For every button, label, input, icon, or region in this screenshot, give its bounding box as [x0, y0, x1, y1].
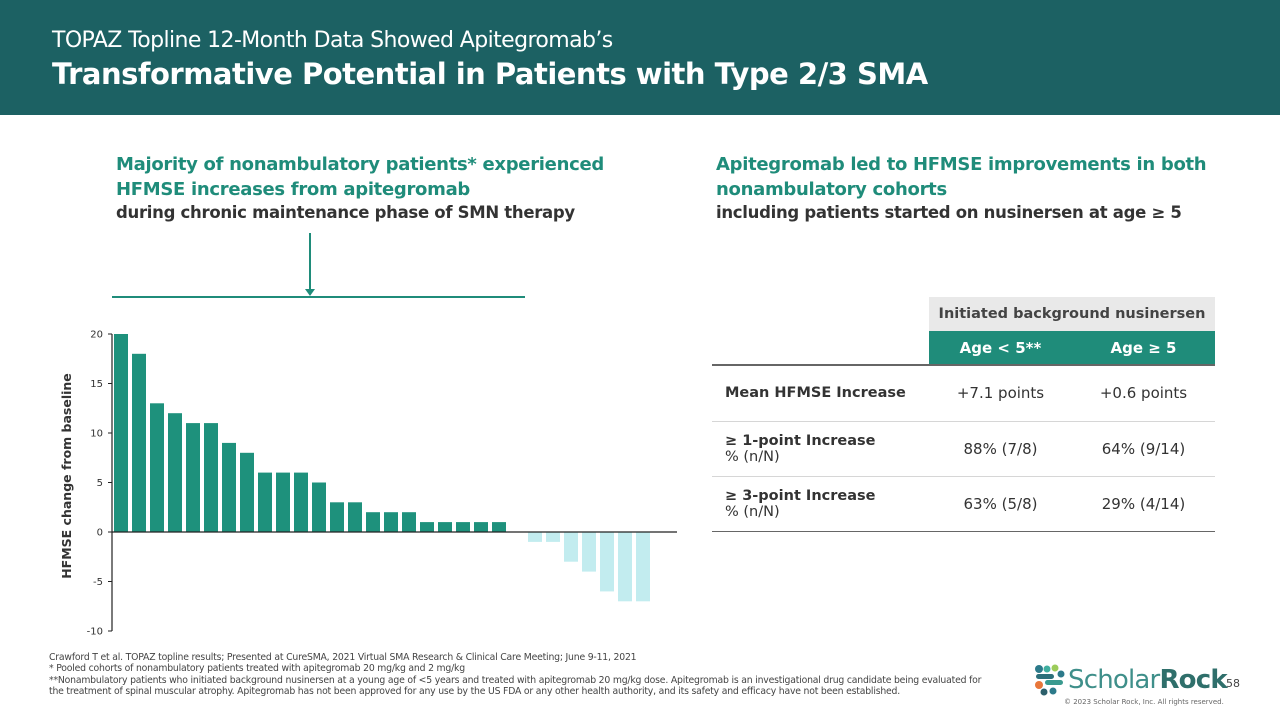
bar-26 [564, 532, 578, 562]
right-headline-line1: Apitegromab led to HFMSE improvements in… [716, 154, 1207, 175]
left-headline-line1: Majority of nonambulatory patients* expe… [116, 154, 604, 175]
row-label: Mean HFMSE Increase [712, 365, 929, 421]
table-row: Mean HFMSE Increase +7.1 points +0.6 poi… [712, 365, 1215, 421]
y-tick-label: 20 [90, 330, 103, 341]
table-row: ≥ 3-point Increase % (n/N) 63% (5/8) 29%… [712, 475, 1215, 532]
brand-name-light: Scholar [1068, 665, 1160, 695]
row-label-text: ≥ 1-point Increase [725, 432, 876, 449]
left-headline-line2: HFMSE increases from apitegromab [116, 179, 471, 200]
footnotes: Crawford T et al. TOPAZ topline results;… [49, 652, 984, 697]
bar-21 [474, 522, 488, 532]
bar-27 [582, 532, 596, 572]
row-sublabel: % (n/N) [725, 448, 780, 465]
scholar-rock-logo-icon [1035, 664, 1065, 696]
bar-25 [546, 532, 560, 542]
bar-22 [492, 522, 506, 532]
bar-15 [366, 512, 380, 532]
empty-corner [712, 297, 929, 331]
bar-7 [222, 442, 236, 532]
right-headline: Apitegromab led to HFMSE improvements in… [716, 152, 1207, 224]
callout-arrow-line [309, 233, 311, 291]
bar-10 [276, 472, 290, 532]
right-headline-line2: nonambulatory cohorts [716, 179, 947, 200]
bar-12 [312, 482, 326, 532]
cell-value: 64% (9/14) [1072, 420, 1215, 476]
bars-group [114, 334, 650, 602]
bar-2 [132, 353, 146, 532]
bar-8 [240, 452, 254, 532]
row-sublabel: % (n/N) [725, 503, 780, 520]
brand-name-bold: Rock [1159, 665, 1227, 695]
right-subline: including patients started on nusinersen… [716, 203, 1182, 222]
bar-6 [204, 423, 218, 532]
bar-4 [168, 413, 182, 532]
footnote-single-asterisk: * Pooled cohorts of nonambulatory patien… [49, 663, 465, 675]
group-header: Initiated background nusinersen [929, 297, 1215, 331]
y-tick-label: 0 [97, 528, 103, 539]
bar-18 [420, 522, 434, 532]
cell-value: +7.1 points [956, 384, 1045, 403]
bar-14 [348, 502, 362, 532]
bar-11 [294, 472, 308, 532]
copyright: © 2023 Scholar Rock, Inc. All rights res… [1064, 698, 1224, 706]
y-tick-label: -10 [87, 627, 103, 638]
bar-1 [114, 334, 128, 532]
bar-17 [402, 512, 416, 532]
cell-value: +0.6 points [1099, 384, 1188, 403]
row-label: ≥ 1-point Increase % (n/N) [712, 420, 929, 476]
slide-subtitle: TOPAZ Topline 12-Month Data Showed Apite… [52, 28, 613, 53]
bar-30 [636, 532, 650, 602]
slide-header: TOPAZ Topline 12-Month Data Showed Apite… [0, 0, 1280, 115]
trademark: ™ [1202, 684, 1207, 690]
arrow-down-icon [305, 289, 315, 296]
axes-group: 20 15 10 5 0 -5 -10 [87, 330, 677, 638]
left-subline: during chronic maintenance phase of SMN … [116, 203, 575, 222]
bar-9 [258, 472, 272, 532]
footnote-double-asterisk: **Nonambulatory patients who initiated b… [49, 674, 982, 697]
bar-5 [186, 423, 200, 532]
bar-20 [456, 522, 470, 532]
y-tick-label: 10 [90, 429, 103, 440]
empty-corner-2 [712, 331, 929, 366]
row-label-text: ≥ 3-point Increase [725, 487, 876, 504]
bar-13 [330, 502, 344, 532]
bracket-line [112, 296, 525, 298]
bar-3 [150, 403, 164, 532]
cell-value: 88% (7/8) [929, 420, 1072, 476]
y-tick-label: -5 [93, 577, 103, 588]
bar-28 [600, 532, 614, 592]
bar-19 [438, 522, 452, 532]
brand-name: ScholarRock [1068, 665, 1228, 695]
results-table: Initiated background nusinersen Age < 5*… [712, 297, 1215, 532]
y-axis-label: HFMSE change from baseline [59, 373, 74, 579]
page-number: 58 [1226, 677, 1240, 690]
column-header-age-under-5: Age < 5** [929, 331, 1072, 366]
row-label: ≥ 3-point Increase % (n/N) [712, 475, 929, 532]
column-header-age-5-plus: Age ≥ 5 [1072, 331, 1215, 366]
footnote-citation: Crawford T et al. TOPAZ topline results;… [49, 652, 637, 663]
cell-value: 29% (4/14) [1072, 475, 1215, 532]
slide-title: Transformative Potential in Patients wit… [52, 57, 928, 91]
cell-value: 63% (5/8) [929, 475, 1072, 532]
row-label-text: Mean HFMSE Increase [725, 385, 906, 402]
table-row: ≥ 1-point Increase % (n/N) 88% (7/8) 64%… [712, 420, 1215, 476]
bar-29 [618, 532, 632, 602]
y-tick-label: 5 [97, 478, 103, 489]
bar-16 [384, 512, 398, 532]
y-tick-label: 15 [90, 379, 103, 390]
bar-24 [528, 532, 542, 542]
left-headline: Majority of nonambulatory patients* expe… [116, 152, 604, 224]
